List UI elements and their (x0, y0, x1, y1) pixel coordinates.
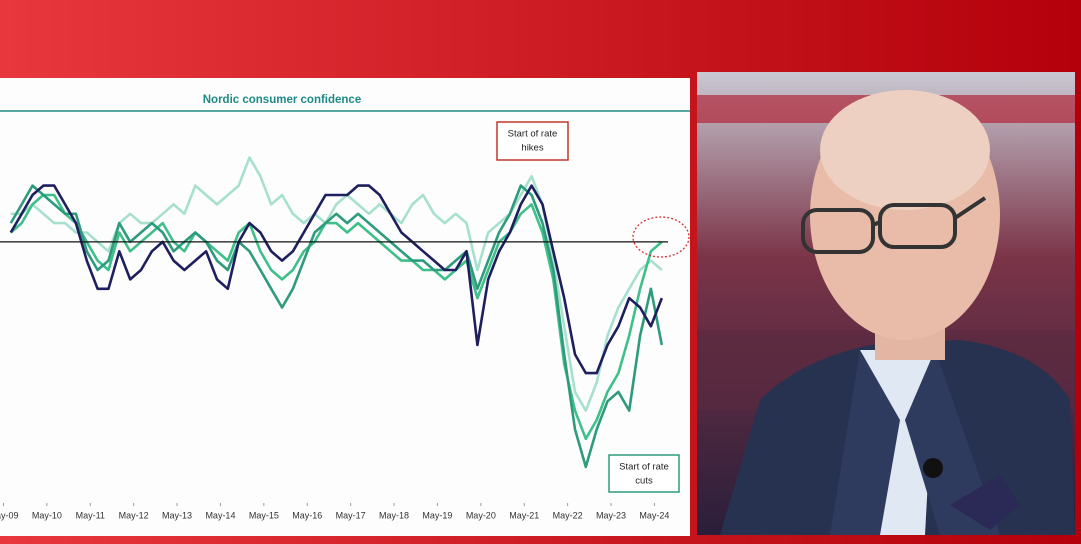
highlight-circle (632, 216, 690, 258)
chart-panel (0, 78, 690, 536)
annotation-box (608, 454, 680, 493)
x-tick-label: May-09 (0, 510, 18, 520)
plot-area: May-09 May-10 May-11 May-12 May-13 May-14 May-… (0, 156, 669, 520)
x-tick-label: May-12 (119, 510, 149, 520)
chart-title: Nordic consumer confidence (203, 94, 361, 106)
x-tick-label: May-17 (336, 510, 366, 520)
x-tick-label: May-10 (32, 510, 62, 520)
x-tick-label: May-11 (76, 510, 105, 520)
x-tick-label: May-19 (422, 510, 452, 520)
annotation-text: Start of rate (508, 129, 558, 140)
annotation-text: hikes (521, 143, 543, 154)
annotation-text: cuts (635, 476, 653, 487)
x-tick-label: May-22 (553, 510, 583, 520)
x-tick-label: May-20 (466, 510, 496, 520)
x-tick-label: May-16 (292, 510, 322, 520)
x-tick-label: May-14 (205, 510, 235, 520)
x-tick-label: May-23 (596, 510, 626, 520)
x-tick-label: May-13 (162, 510, 192, 520)
x-tick-label: May-15 (249, 510, 279, 520)
series-line (9, 184, 664, 375)
studio-video (697, 72, 1075, 535)
annotation-text: Start of rate (619, 462, 669, 473)
annotation-box (496, 121, 569, 161)
x-tick-label: May-24 (639, 510, 669, 520)
series-line (9, 184, 664, 469)
x-tick-label: May-21 (509, 510, 539, 520)
x-tick-label: May-18 (379, 510, 409, 520)
